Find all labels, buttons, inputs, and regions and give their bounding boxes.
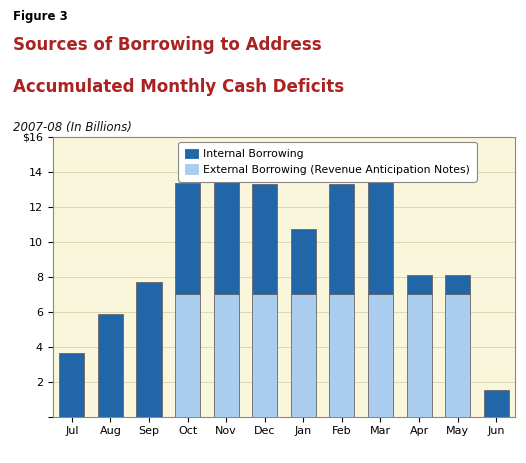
Legend: Internal Borrowing, External Borrowing (Revenue Anticipation Notes): Internal Borrowing, External Borrowing (… (178, 142, 477, 181)
Text: 2007-08 (In Billions): 2007-08 (In Billions) (13, 121, 132, 134)
Bar (214, 166, 239, 294)
Bar (252, 184, 277, 294)
Bar (214, 294, 239, 417)
Bar (329, 294, 355, 417)
Bar (252, 294, 277, 417)
Bar (445, 294, 470, 417)
Bar (407, 275, 431, 294)
Bar (59, 353, 84, 417)
Bar (98, 314, 123, 417)
Bar (291, 294, 316, 417)
Text: Sources of Borrowing to Address: Sources of Borrowing to Address (13, 36, 322, 54)
Bar (175, 183, 200, 294)
Bar (291, 229, 316, 294)
Bar (445, 275, 470, 294)
Bar (368, 294, 393, 417)
Text: Figure 3: Figure 3 (13, 10, 68, 23)
Bar (407, 294, 431, 417)
Bar (368, 152, 393, 294)
Bar (175, 294, 200, 417)
Text: Accumulated Monthly Cash Deficits: Accumulated Monthly Cash Deficits (13, 78, 345, 96)
Bar (137, 282, 161, 417)
Bar (329, 184, 355, 294)
Bar (484, 390, 509, 417)
